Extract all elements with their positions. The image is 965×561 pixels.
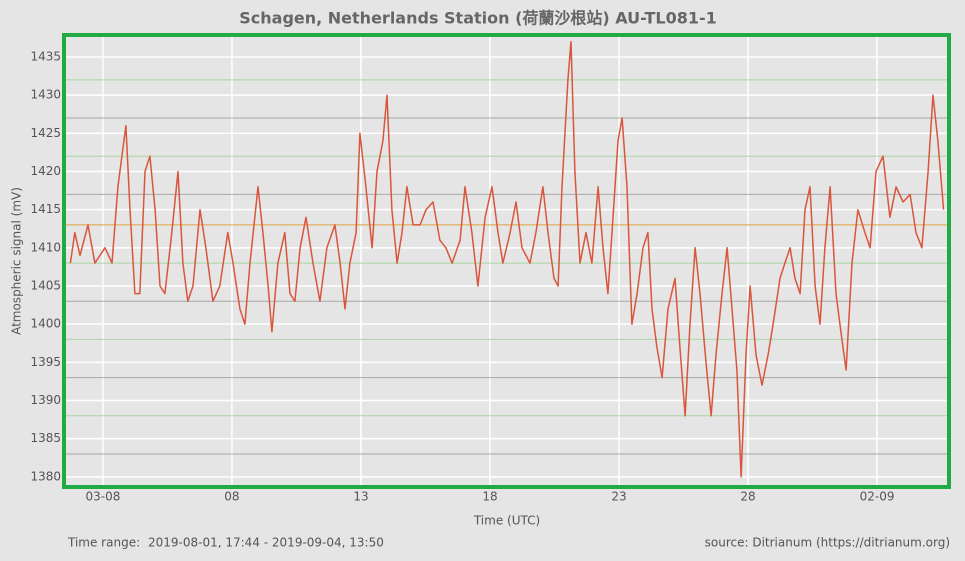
y-tick-label: 1400 [30, 317, 61, 331]
source: source: Ditrianum (https://ditrianum.org… [705, 536, 950, 550]
y-tick-label: 1395 [30, 355, 61, 369]
y-tick-label: 1410 [30, 240, 61, 254]
x-tick-label: 13 [353, 490, 368, 504]
y-tick-label: 1390 [30, 393, 61, 407]
x-tick-label: 23 [611, 490, 626, 504]
y-tick-label: 1415 [30, 202, 61, 216]
y-axis-label: Atmospheric signal (mV) [10, 187, 24, 335]
time-range: 2019-08-01, 17:44 - 2019-09-04, 13:50 [148, 536, 384, 550]
plot-area [65, 36, 948, 486]
x-tick-label: 18 [482, 490, 497, 504]
y-tick-label: 1430 [30, 88, 61, 102]
y-tick-label: 1385 [30, 431, 61, 445]
y-tick-label: 1405 [30, 279, 61, 293]
x-tick-label: 02-09 [860, 490, 895, 504]
x-axis-label: Time (UTC) [473, 514, 540, 528]
signal-line [69, 40, 945, 478]
y-tick-label: 1435 [30, 49, 61, 63]
plot-border [62, 33, 951, 489]
time-range-label: Time range: [67, 536, 140, 550]
y-tick-label: 1420 [30, 164, 61, 178]
y-tick-label: 1380 [30, 469, 61, 483]
x-tick-label: 08 [224, 490, 239, 504]
x-tick-label: 28 [740, 490, 755, 504]
y-tick-label: 1425 [30, 126, 61, 140]
chart-title: Schagen, Netherlands Station (荷蘭沙根站) AU-… [239, 9, 717, 28]
x-tick-label: 03-08 [85, 490, 120, 504]
